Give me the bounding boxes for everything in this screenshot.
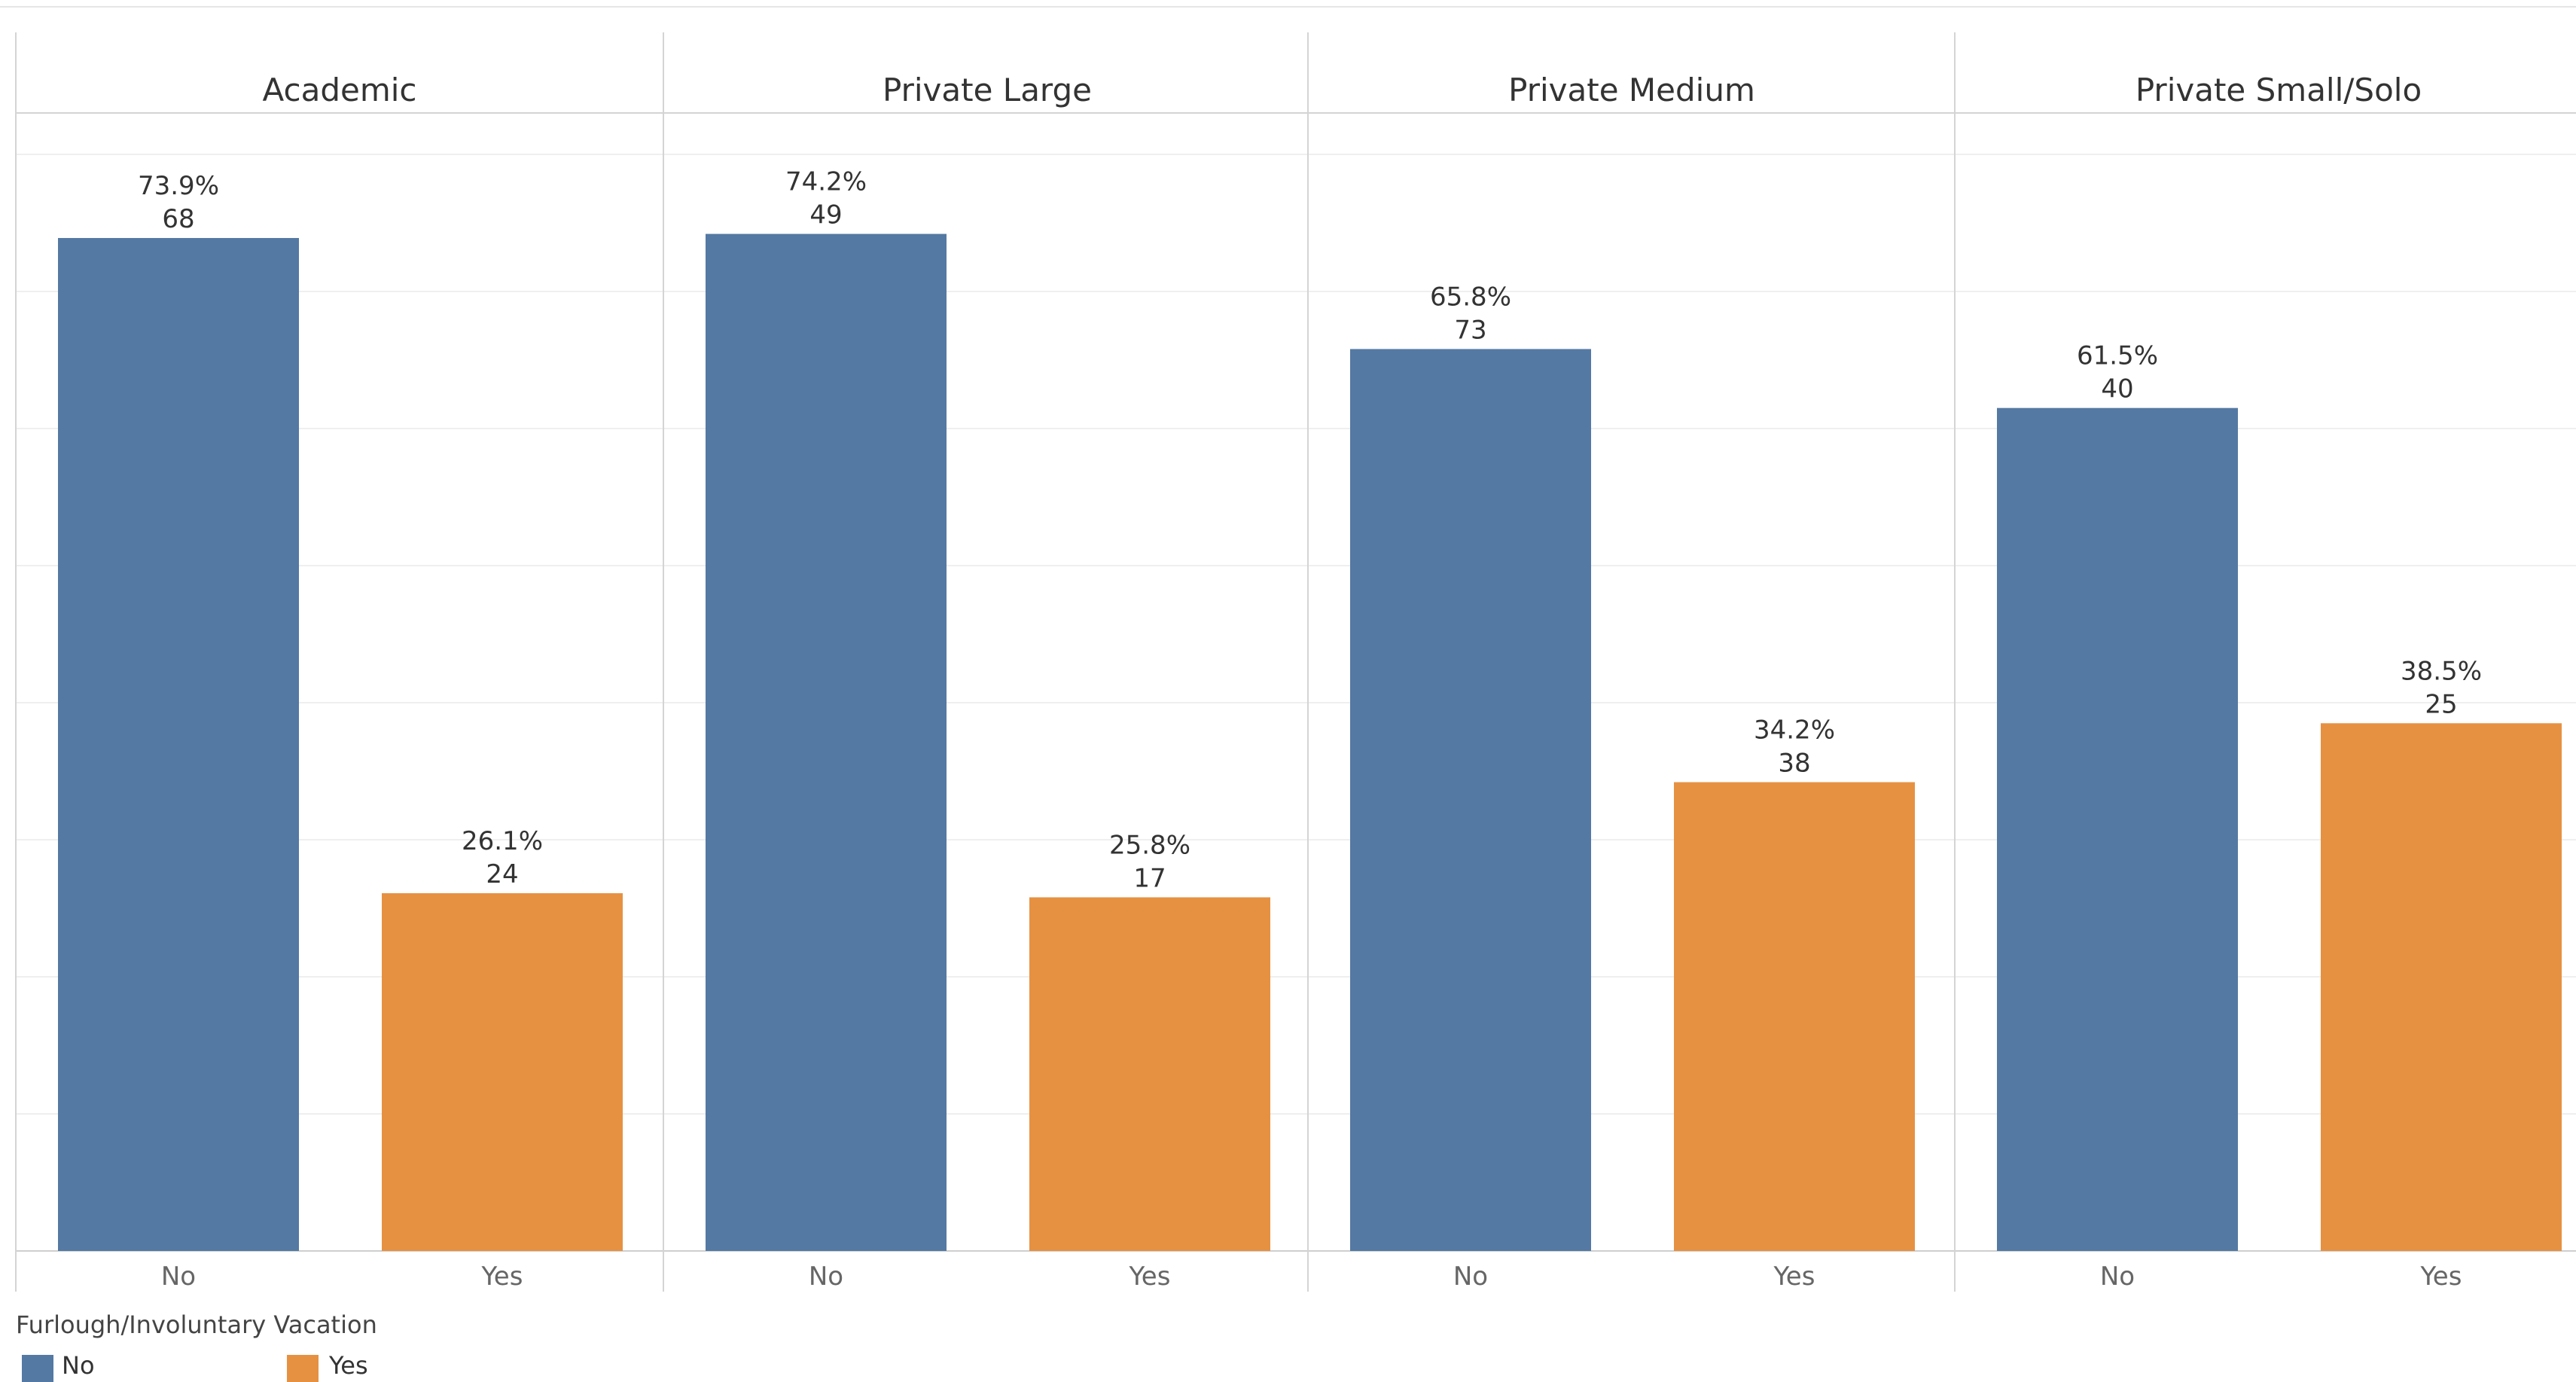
percent-label: 65.8% <box>1430 282 1511 312</box>
x-tick-label: No <box>809 1261 843 1292</box>
x-tick-label: Yes <box>1129 1261 1171 1292</box>
x-tick-label: No <box>2100 1261 2135 1292</box>
bar-private-small-solo-yes <box>2321 723 2562 1251</box>
count-label: 25 <box>2425 689 2457 719</box>
percent-label: 38.5% <box>2401 656 2482 686</box>
percent-label: 25.8% <box>1109 830 1190 860</box>
panel-title-academic: Academic <box>263 72 417 108</box>
x-tick-label: No <box>161 1261 196 1292</box>
bar-academic-yes <box>382 892 623 1251</box>
x-tick-label: Yes <box>1773 1261 1815 1292</box>
percent-label: 74.2% <box>785 167 867 197</box>
count-label: 17 <box>1133 863 1166 893</box>
legend-swatch-yes <box>287 1355 319 1382</box>
bar-private-large-yes <box>1029 897 1270 1251</box>
count-label: 49 <box>809 200 842 230</box>
legend-label-no: No <box>62 1351 95 1380</box>
panel-title-private-medium: Private Medium <box>1508 72 1755 108</box>
percent-label: 73.9% <box>138 171 219 201</box>
bar-private-small-solo-no <box>1997 407 2238 1252</box>
bar-private-medium-no <box>1350 349 1591 1252</box>
legend-swatch-no <box>22 1355 53 1382</box>
percent-label: 61.5% <box>2077 341 2158 371</box>
count-label: 68 <box>162 204 194 234</box>
bar-private-medium-yes <box>1674 782 1915 1251</box>
legend-title: Furlough/Involuntary Vacation <box>16 1310 377 1339</box>
x-tick-label: Yes <box>2420 1261 2462 1292</box>
percent-label: 26.1% <box>462 826 543 856</box>
count-label: 40 <box>2101 374 2133 404</box>
x-tick-label: No <box>1453 1261 1488 1292</box>
percent-label: 34.2% <box>1754 715 1835 746</box>
legend-label-yes: Yes <box>329 1351 368 1380</box>
count-label: 24 <box>486 859 518 889</box>
count-label: 38 <box>1778 749 1810 779</box>
count-label: 73 <box>1454 315 1486 345</box>
x-tick-label: Yes <box>481 1261 523 1292</box>
bar-private-large-no <box>706 233 947 1251</box>
panel-title-private-small-solo: Private Small/Solo <box>2135 72 2422 108</box>
panel-title-private-large: Private Large <box>883 72 1092 108</box>
bar-academic-no <box>58 238 299 1251</box>
